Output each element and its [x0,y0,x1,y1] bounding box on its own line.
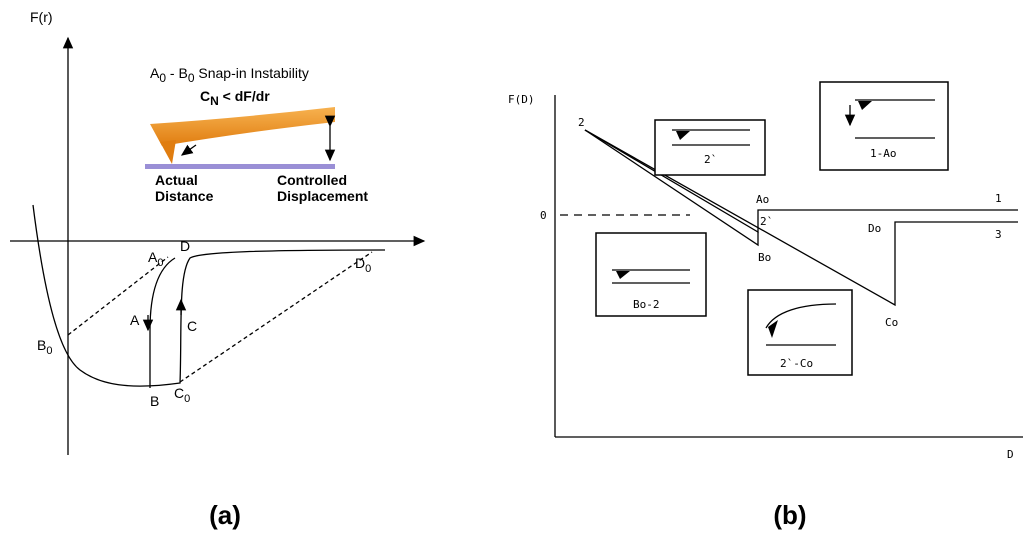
text-part: 0 [157,257,163,269]
panel-b: F(D) D 0 2 Ao 2` 1 Do 3 Bo Co 2` 1-Ao Bo… [508,82,1023,530]
inset-label: 2` [704,153,717,166]
inset: 2` [655,120,765,175]
text-part: Snap-in Instability [195,65,309,81]
figure: F(r) A0 - B0 Snap-in Instability CN < dF… [0,0,1023,533]
point-label: Co [885,316,898,329]
point-label: Ao [756,193,769,206]
text-part: N [210,94,219,108]
point-label: 2` [760,215,773,228]
inset-label: 2`-Co [780,357,813,370]
point-label: D [180,238,190,254]
text-part: 0 [184,393,190,405]
point-label: C [187,318,197,334]
text-part: 0 [46,345,52,357]
text-part: - B [166,65,188,81]
curve [33,205,385,386]
point-label: C0 [174,385,190,405]
inset: 2`-Co [748,290,852,375]
caption: (a) [209,500,241,530]
dashed-line [180,252,372,382]
point-label: D0 [355,255,371,275]
zero-label: 0 [540,209,547,222]
text-part: < dF/dr [219,88,271,104]
point-label: B0 [37,337,52,357]
label: Actual [155,172,198,188]
text-part: C [174,385,184,401]
point-label: A0 [148,249,163,269]
condition: CN < dF/dr [200,88,270,108]
inset: Bo-2 [596,233,706,316]
inset-label: 1-Ao [870,147,897,160]
point-label: 2 [578,116,585,129]
cantilever [150,107,335,146]
point-label: Bo [758,251,771,264]
arrow [182,145,196,155]
axis-label: F(D) [508,93,535,106]
point-label: A [130,312,140,328]
text-part: B [37,337,46,353]
title: A0 - B0 Snap-in Instability [150,65,309,85]
point-label: 3 [995,228,1002,241]
inset-label: Bo-2 [633,298,660,311]
curve [150,258,175,388]
label: Controlled [277,172,347,188]
point-label: Do [868,222,881,235]
branch-1 [585,130,1018,232]
surface [145,164,335,169]
text-part: C [200,88,210,104]
point-label: 1 [995,192,1002,205]
tip [160,140,176,164]
inset: 1-Ao [820,82,948,170]
panel-a: F(r) A0 - B0 Snap-in Instability CN < dF… [10,9,424,530]
point-label: B [150,393,159,409]
axis-label: D [1007,448,1014,461]
text-part: 0 [365,263,371,275]
text-part: D [355,255,365,271]
shape [655,120,765,175]
caption: (b) [773,500,806,530]
axis-label: F(r) [30,9,53,25]
label: Displacement [277,188,368,204]
label: Distance [155,188,214,204]
